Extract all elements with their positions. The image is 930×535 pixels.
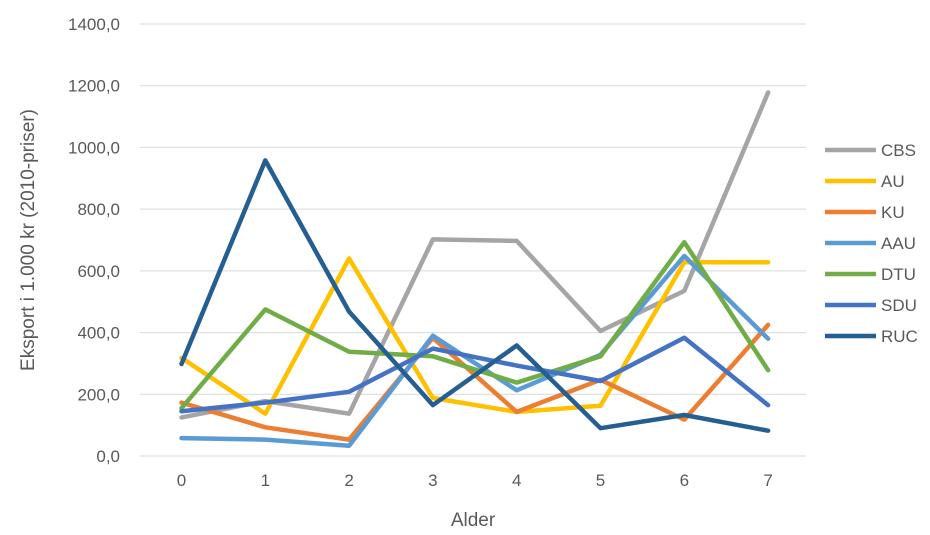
y-tick-label: 400,0 [77,324,120,343]
series-line-ruc [179,158,771,433]
x-tick-label: 5 [596,471,605,490]
y-tick-label: 600,0 [77,262,120,281]
series-line-au [179,256,771,416]
y-tick-label: 200,0 [77,385,120,404]
x-tick-label: 3 [428,471,437,490]
x-tick-label: 0 [177,471,186,490]
x-axis-ticks: 0 1 2 3 4 5 6 7 [177,471,773,490]
x-tick-label: 6 [680,471,689,490]
legend-label-dtu: DTU [881,265,916,284]
x-tick-label: 7 [763,471,772,490]
x-tick-label: 4 [512,471,521,490]
legend-label-sdu: SDU [881,296,917,315]
series-lines [179,90,771,449]
gridlines [140,23,806,457]
legend: CBS AU KU AAU DTU SDU RUC [825,141,918,346]
y-tick-label: 1000,0 [68,138,120,157]
series-line-cbs [179,90,771,420]
x-tick-label: 2 [344,471,353,490]
y-tick-label: 1400,0 [68,15,120,34]
legend-label-cbs: CBS [881,141,916,160]
y-tick-label: 800,0 [77,200,120,219]
series-line-sdu [179,335,771,414]
legend-label-au: AU [881,172,905,191]
legend-label-ruc: RUC [881,327,918,346]
y-axis-ticks: 0,0 200,0 400,0 600,0 800,0 1000,0 1200,0 1400,… [68,15,120,466]
x-axis-title: Alder [451,510,496,531]
y-tick-label: 1200,0 [68,77,120,96]
x-tick-label: 1 [261,471,270,490]
legend-label-ku: KU [881,203,905,222]
series-line-dtu [179,239,771,411]
y-axis-title: Eksport i 1.000 kr (2010-priser) [18,109,39,371]
y-tick-label: 0,0 [96,447,120,466]
series-line-aau [179,253,771,449]
legend-label-aau: AAU [881,234,916,253]
